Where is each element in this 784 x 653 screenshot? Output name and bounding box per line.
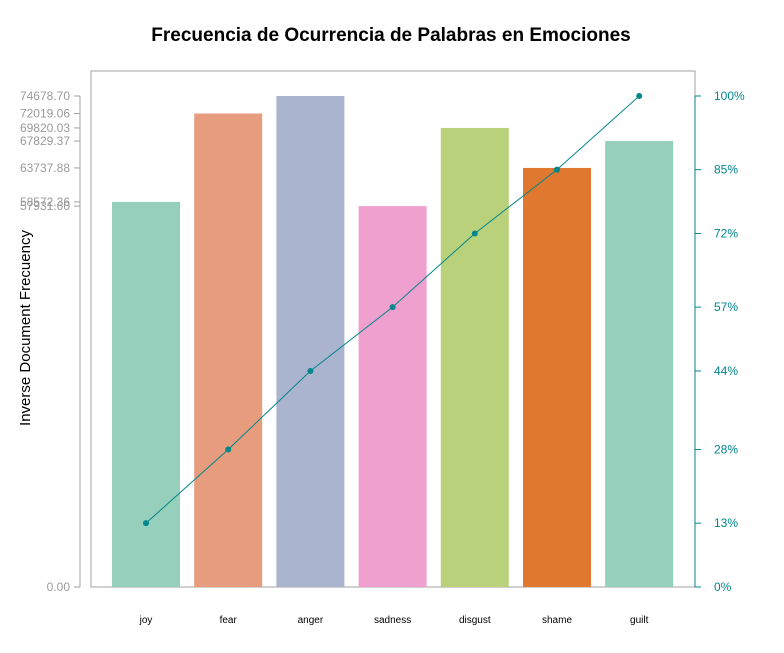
left-tick-label: 74678.70	[20, 89, 70, 103]
bar-fear	[194, 113, 263, 587]
x-tick-label: joy	[139, 615, 153, 626]
left-tick-label: 63737.88	[20, 161, 70, 175]
left-tick-label: 57931.60	[20, 199, 70, 213]
x-tick-label: sadness	[374, 615, 411, 626]
bar-sadness	[358, 206, 427, 588]
left-tick-label: 69820.03	[20, 121, 70, 135]
cumulative-point-anger	[307, 367, 314, 374]
left-tick-label: 67829.37	[20, 134, 70, 148]
right-axis: 0% 13% 28% 44% 57% 72% 85% 100%	[694, 89, 745, 594]
right-tick-label: 100%	[714, 89, 745, 103]
y-axis-label: Inverse Document Frecuency	[17, 230, 34, 426]
bar-anger	[276, 96, 345, 587]
cumulative-line-group	[143, 93, 643, 527]
right-tick-label: 13%	[714, 516, 738, 530]
left-tick-label: 0.00	[47, 580, 71, 594]
right-tick-label: 85%	[714, 163, 738, 177]
left-tick-label: 72019.06	[20, 106, 70, 120]
cumulative-point-sadness	[389, 304, 396, 311]
cumulative-point-joy	[143, 520, 149, 527]
cumulative-point-shame	[554, 166, 560, 173]
right-tick-label: 72%	[714, 226, 738, 240]
x-tick-label: shame	[542, 615, 572, 626]
bar-shame	[523, 167, 591, 587]
x-tick-label: anger	[298, 615, 324, 626]
cumulative-point-guilt	[636, 93, 643, 99]
bars-group	[112, 96, 674, 588]
bar-guilt	[605, 141, 674, 587]
bar-disgust	[440, 127, 509, 587]
left-tick-label: 58572.36	[20, 195, 70, 209]
cumulative-point-fear	[225, 446, 232, 453]
right-tick-label: 0%	[714, 580, 732, 594]
x-tick-label: disgust	[459, 615, 491, 626]
chart-title: Frecuencia de Ocurrencia de Palabras en …	[151, 25, 630, 46]
x-tick-label: fear	[220, 615, 238, 626]
x-axis: joy fear anger sadness disgust shame guilt	[139, 615, 649, 626]
cumulative-point-disgust	[471, 230, 478, 237]
x-tick-label: guilt	[630, 615, 649, 626]
right-tick-label: 44%	[714, 364, 738, 378]
right-tick-label: 28%	[714, 443, 738, 457]
right-tick-label: 57%	[714, 300, 738, 314]
bar-joy	[112, 201, 180, 588]
